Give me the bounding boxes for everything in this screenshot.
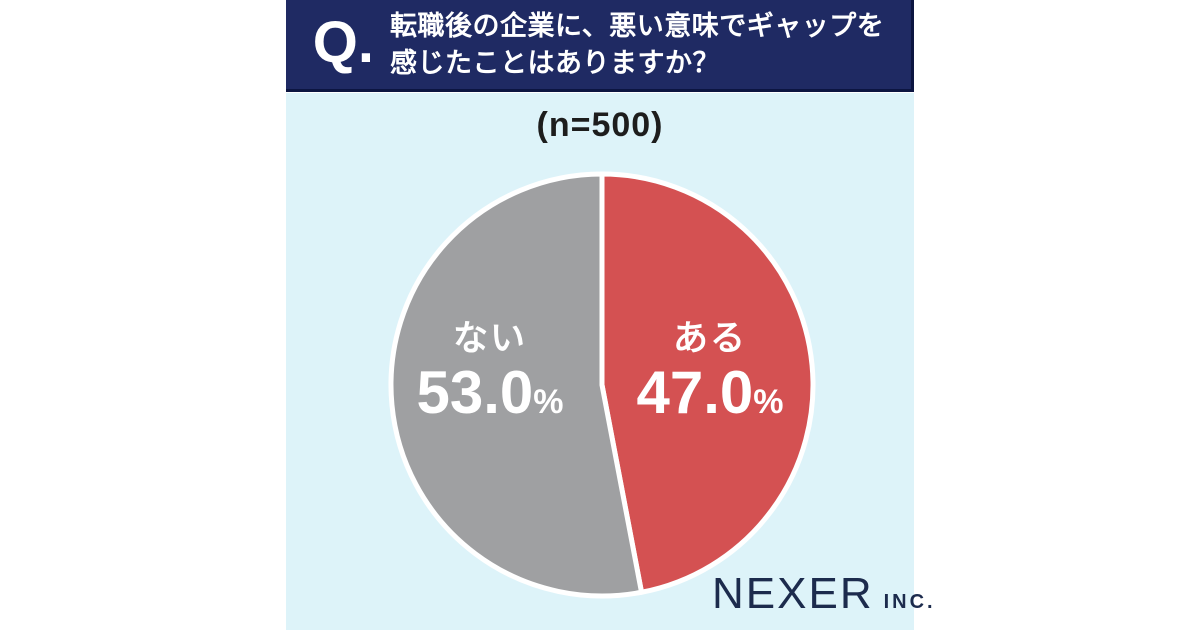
question-header: Q. 転職後の企業に、悪い意味でギャップを 感じたことはありますか？ — [286, 0, 914, 92]
pie-label-aru-value: 47.0% — [615, 360, 805, 435]
pie-label-nai-name: ない — [452, 319, 527, 358]
pie-label-aru-number: 47.0 — [636, 359, 754, 426]
question-line-1: 転職後の企業に、悪い意味でギャップを — [390, 10, 885, 41]
nexer-logo: NEXER INC. — [712, 572, 936, 616]
nexer-logo-suffix: INC. — [883, 591, 936, 613]
pie-label-nai-unit: % — [533, 383, 564, 421]
pie-slice-aru — [599, 171, 816, 595]
question-text: 転職後の企業に、悪い意味でギャップを 感じたことはありますか？ — [390, 8, 884, 82]
q-mark-label: Q. — [312, 9, 375, 75]
pie-slice-nai — [388, 171, 645, 599]
nexer-logo-brand: NEXER — [712, 569, 874, 618]
pie-label-aru-name: ある — [672, 319, 747, 358]
pie-label-aru: ある 47.0% — [615, 318, 805, 435]
pie-chart-svg — [388, 171, 816, 599]
pie-label-nai-number: 53.0 — [416, 359, 534, 426]
pie-label-nai: ない 53.0% — [395, 318, 585, 435]
sample-size-label: (n=500) — [536, 106, 664, 144]
question-line-2: 感じたことはありますか？ — [390, 47, 721, 78]
pie-label-aru-unit: % — [753, 383, 784, 421]
pie-chart: ない 53.0% ある 47.0% — [387, 170, 817, 600]
pie-label-nai-value: 53.0% — [395, 360, 585, 435]
